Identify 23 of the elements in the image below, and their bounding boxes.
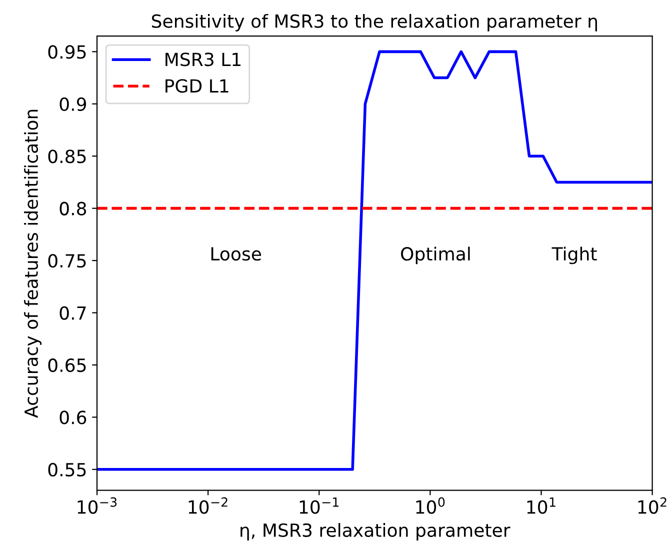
y-tick-label: 0.8 [60,202,86,216]
x-axis-title: η, MSR3 relaxation parameter [240,523,510,541]
annotation: Loose [211,247,262,261]
annotation: Optimal [401,246,470,264]
y-axis-title: Accuracy of features identification [24,110,42,418]
x-tick-label: 10$^{−2}$ [188,497,228,514]
x-tick-label: 10$^{0}$ [416,497,445,514]
x-tick-label: 10$^{2}$ [638,497,666,514]
y-tick-label: 0.9 [60,97,86,112]
annotation: Tight [552,246,597,264]
x-tick-label: 10$^{−3}$ [78,497,117,514]
chart-title: Sensitivity of MSR3 to the relaxation parameter η [152,14,597,32]
x-tick-label: 10$^{1}$ [527,497,556,514]
y-tick-label: 0.95 [48,45,86,59]
y-tick-label: 0.55 [48,462,86,477]
legend-label: PGD L1 [166,79,228,93]
legend-label: MSR3 L1 [166,52,240,66]
y-tick-label: 0.85 [48,150,86,164]
y-tick-label: 0.7 [60,306,86,320]
x-tick-label: 10$^{−1}$ [300,497,339,514]
y-tick-label: 0.6 [60,410,86,424]
y-tick-label: 0.75 [48,254,86,268]
y-tick-label: 0.65 [48,358,86,372]
